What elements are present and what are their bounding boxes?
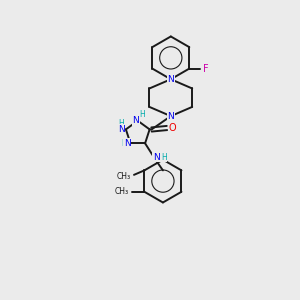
Text: N: N [153, 153, 160, 162]
Text: N: N [133, 116, 139, 125]
Text: N: N [167, 112, 174, 121]
Text: H: H [122, 139, 128, 148]
Text: H: H [139, 110, 145, 119]
Text: F: F [203, 64, 209, 74]
Text: O: O [169, 123, 176, 133]
Text: N: N [124, 139, 130, 148]
Text: CH₃: CH₃ [114, 187, 128, 196]
Text: H: H [161, 153, 167, 162]
Text: N: N [167, 75, 174, 84]
Text: H: H [118, 119, 124, 128]
Text: N: N [118, 125, 124, 134]
Text: CH₃: CH₃ [116, 172, 130, 181]
